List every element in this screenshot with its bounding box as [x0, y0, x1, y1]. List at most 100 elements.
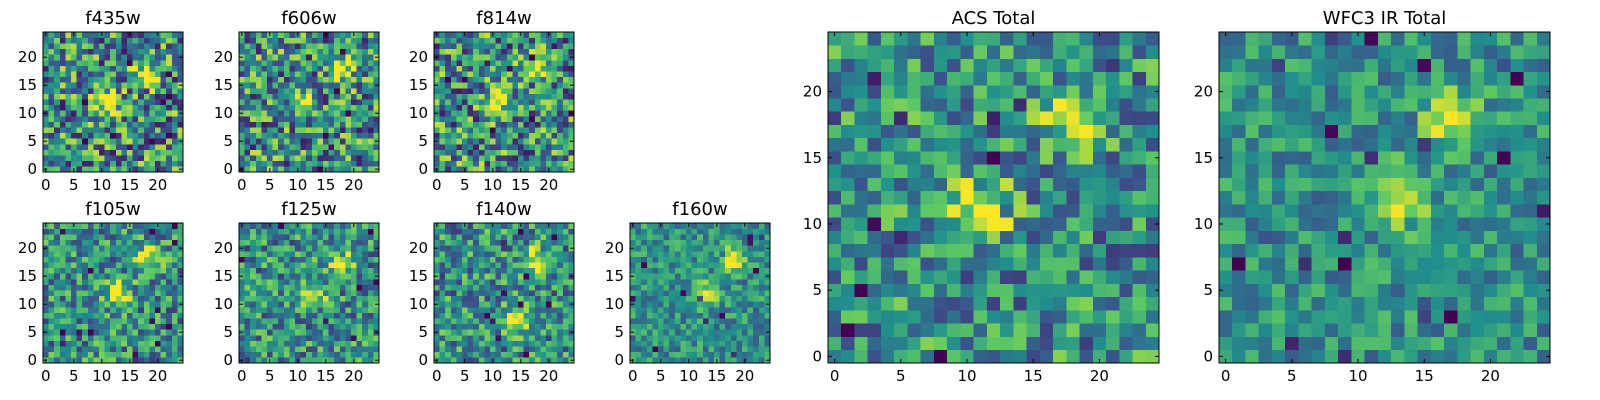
heatmap-cell — [334, 273, 341, 280]
heatmap-cell — [71, 160, 77, 167]
heatmap-cell — [132, 160, 139, 167]
heatmap-cell — [59, 273, 66, 280]
heatmap-cell — [59, 340, 66, 347]
heatmap-cell — [367, 245, 374, 252]
heatmap-cell — [764, 307, 771, 313]
heatmap-cell — [714, 323, 720, 330]
heatmap-cell — [328, 290, 335, 297]
heatmap-cell — [255, 262, 262, 269]
heatmap-cell — [495, 346, 502, 353]
heatmap-cell — [43, 290, 49, 297]
heatmap-cell — [76, 43, 83, 50]
heatmap-cell — [295, 228, 301, 235]
heatmap-cell — [534, 267, 541, 274]
heatmap-cell — [356, 284, 363, 291]
y-tick-label: 0 — [27, 351, 37, 369]
heatmap-cell — [557, 239, 564, 246]
heatmap-cell — [439, 335, 446, 341]
heatmap-cell — [1013, 336, 1027, 351]
heatmap-cell — [306, 116, 313, 122]
heatmap-cell — [828, 151, 842, 165]
heatmap-cell — [506, 262, 513, 269]
heatmap-cell — [529, 104, 536, 111]
heatmap-cell — [306, 132, 313, 139]
heatmap-cell — [434, 318, 440, 325]
heatmap-cell — [267, 335, 273, 341]
axes-frame — [433, 31, 575, 173]
heatmap-cell — [439, 340, 446, 347]
heatmap-cell — [495, 239, 502, 246]
heatmap-cell — [43, 127, 49, 134]
heatmap-cell — [93, 312, 100, 319]
heatmap-cell — [138, 127, 145, 134]
heatmap-cell — [110, 82, 117, 89]
heatmap-cell — [697, 239, 704, 246]
heatmap-cell — [99, 245, 105, 252]
heatmap-cell — [132, 346, 139, 353]
heatmap-cell — [110, 357, 117, 364]
heatmap-cell — [71, 121, 77, 128]
heatmap-cell — [351, 301, 357, 308]
heatmap-cell — [160, 318, 167, 325]
heatmap-cell — [680, 312, 687, 319]
heatmap-cell — [345, 32, 352, 38]
heatmap-cell — [43, 116, 49, 122]
heatmap-cell — [155, 239, 161, 246]
heatmap-cell — [143, 99, 150, 106]
heatmap-cell — [317, 295, 324, 302]
heatmap-cell — [669, 228, 676, 235]
heatmap-cell — [339, 116, 346, 122]
heatmap-cell — [283, 43, 290, 50]
heatmap-cell — [71, 351, 77, 358]
heatmap-cell — [652, 357, 659, 364]
heatmap-cell — [495, 93, 502, 100]
heatmap-cell — [171, 357, 178, 364]
heatmap-cell — [351, 37, 357, 44]
heatmap-cell — [93, 245, 100, 252]
heatmap-cell — [484, 340, 491, 347]
heatmap-cell — [518, 116, 524, 122]
heatmap-cell — [551, 346, 558, 353]
heatmap-cell — [54, 155, 61, 162]
heatmap-cell — [473, 65, 480, 72]
heatmap-cell — [523, 307, 530, 313]
heatmap-cell — [261, 110, 268, 117]
heatmap-cell — [557, 307, 564, 313]
heatmap-cell — [686, 351, 692, 358]
heatmap-cell — [658, 307, 664, 313]
x-tick-label: 0 — [628, 367, 638, 385]
heatmap-cell — [71, 290, 77, 297]
heatmap-cell — [356, 273, 363, 280]
heatmap-cell — [551, 340, 558, 347]
heatmap-cell — [267, 323, 273, 330]
heatmap-cell — [1119, 283, 1133, 298]
heatmap-cell — [730, 290, 737, 297]
heatmap-cell — [456, 335, 463, 341]
y-tick-label: 10 — [409, 104, 428, 122]
heatmap-cell — [250, 256, 257, 263]
heatmap-cell — [250, 223, 257, 229]
heatmap-cell — [658, 290, 664, 297]
heatmap-cell — [110, 160, 117, 167]
heatmap-cell — [367, 43, 374, 50]
heatmap-cell — [523, 351, 530, 358]
heatmap-cell — [87, 127, 94, 134]
heatmap-cell — [445, 256, 452, 263]
heatmap-cell — [523, 160, 530, 167]
heatmap-cell — [345, 267, 352, 274]
heatmap-cell — [244, 88, 251, 94]
heatmap-cell — [171, 138, 178, 145]
heatmap-cell — [121, 43, 128, 50]
heatmap-cell — [753, 262, 760, 269]
heatmap-cell — [121, 65, 128, 72]
heatmap-cell — [568, 295, 575, 302]
heatmap-cell — [339, 71, 346, 78]
heatmap-cell — [518, 82, 524, 89]
heatmap-cell — [490, 239, 496, 246]
heatmap-cell — [523, 32, 530, 38]
heatmap-cell — [680, 262, 687, 269]
heatmap-cell — [663, 234, 670, 241]
heatmap-cell — [328, 312, 335, 319]
heatmap-cell — [747, 307, 754, 313]
heatmap-cell — [54, 48, 61, 55]
